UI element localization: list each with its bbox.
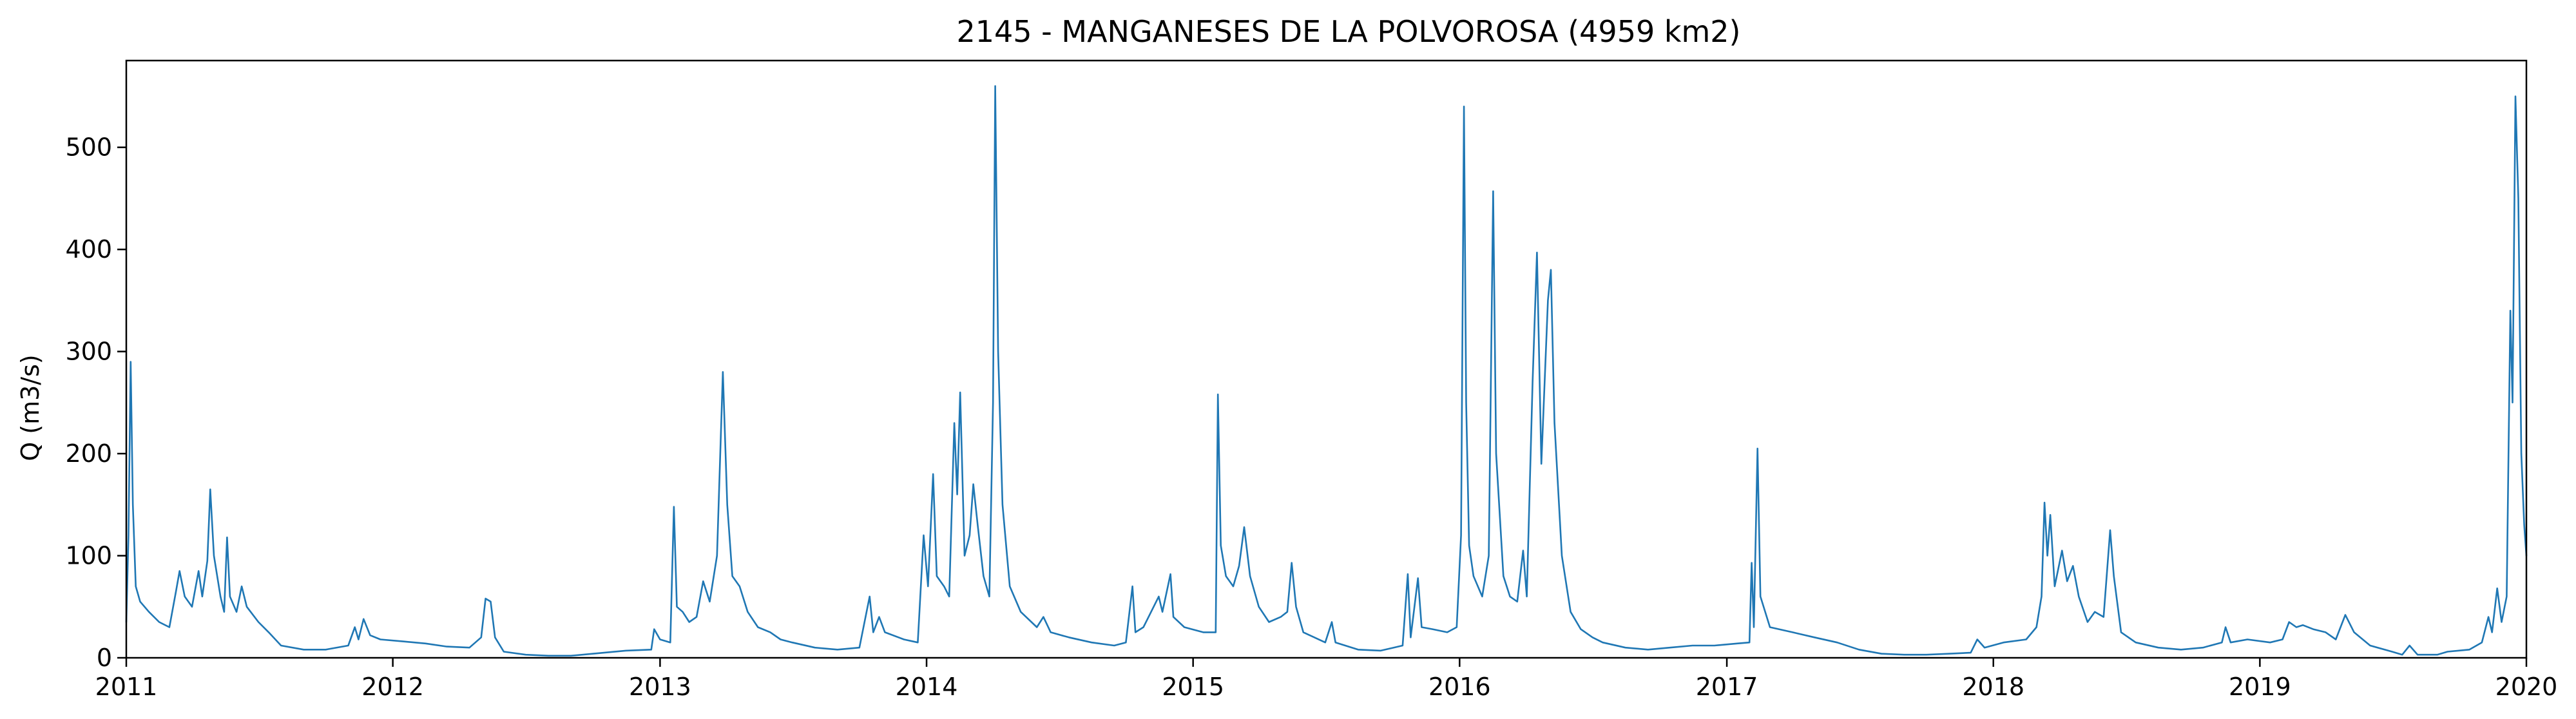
y-tick-label: 400 (65, 235, 112, 264)
y-tick-label: 500 (65, 133, 112, 162)
y-axis: 0 100 200 300 400 500 (65, 133, 126, 672)
discharge-series-line (125, 85, 2528, 657)
x-tick-label: 2019 (2229, 673, 2291, 701)
x-tick-label: 2017 (1696, 673, 1758, 701)
y-tick-label: 100 (65, 542, 112, 570)
x-tick-label: 2015 (1162, 673, 1224, 701)
x-tick-label: 2020 (2495, 673, 2558, 701)
y-tick-label: 300 (65, 338, 112, 366)
x-axis: 2011 2012 2013 2014 2015 2016 2017 2018 2019 2020 (95, 658, 2558, 701)
x-tick-label: 2011 (95, 673, 158, 701)
y-tick-label: 200 (65, 439, 112, 468)
x-tick-label: 2014 (896, 673, 958, 701)
x-tick-label: 2018 (1962, 673, 2024, 701)
chart-title: 2145 - MANGANESES DE LA POLVOROSA (4959 … (956, 14, 1740, 49)
x-tick-label: 2013 (629, 673, 691, 701)
x-tick-label: 2016 (1428, 673, 1491, 701)
plot-frame (125, 59, 2528, 659)
x-tick-label: 2012 (361, 673, 424, 701)
y-axis-label: Q (m3/s) (16, 354, 44, 461)
y-tick-label: 0 (97, 644, 112, 672)
plot-area (125, 85, 2528, 657)
